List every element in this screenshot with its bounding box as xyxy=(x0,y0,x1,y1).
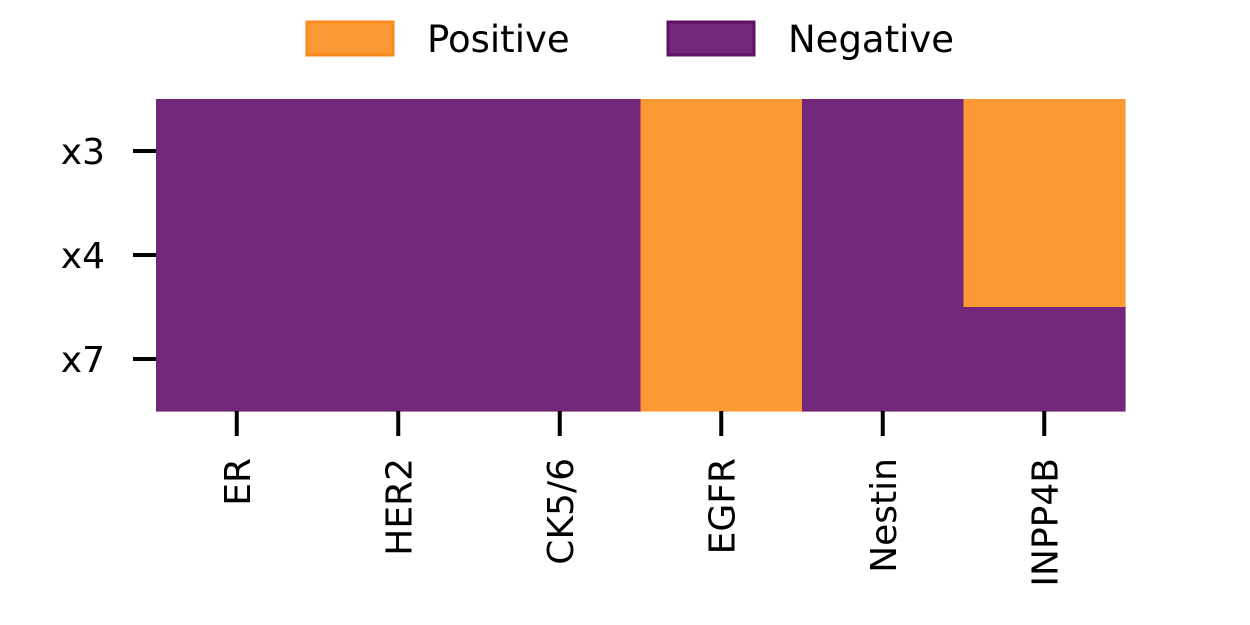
x-tick-label: EGFR xyxy=(702,458,743,554)
heatmap-cell-x7-inpp4b xyxy=(963,307,1126,412)
heatmap-cell-x3-er xyxy=(156,99,319,204)
heatmap-cell-x7-egfr xyxy=(640,307,803,412)
heatmap-cells xyxy=(156,99,1126,412)
legend: Positive Negative xyxy=(305,18,954,61)
heatmap-cell-x4-egfr xyxy=(640,203,803,308)
heatmap-cell-x3-ck5-6 xyxy=(479,99,642,204)
heatmap-cell-x7-her2 xyxy=(317,307,480,412)
x-axis: ER HER2 CK5/6 EGFR Nestin INPP4B xyxy=(218,411,1066,587)
heatmap-cell-x4-her2 xyxy=(317,203,480,308)
heatmap-cell-x7-nestin xyxy=(802,307,965,412)
heatmap-cell-x4-inpp4b xyxy=(963,203,1126,308)
heatmap-cell-x4-ck5-6 xyxy=(479,203,642,308)
legend-label-negative: Negative xyxy=(788,18,954,61)
x-tick-label: Nestin xyxy=(864,458,905,573)
legend-swatch-negative xyxy=(666,20,756,57)
y-tick-label: x3 xyxy=(61,132,105,173)
x-tick-label: INPP4B xyxy=(1025,458,1066,587)
heatmap-cell-x3-egfr xyxy=(640,99,803,204)
heatmap-cell-x3-nestin xyxy=(802,99,965,204)
y-tick-label: x4 xyxy=(61,236,105,277)
heatmap-cell-x3-her2 xyxy=(317,99,480,204)
heatmap-cell-x3-inpp4b xyxy=(963,99,1126,204)
x-tick-label: ER xyxy=(218,458,259,506)
legend-swatch-positive xyxy=(305,20,395,57)
x-tick-label: HER2 xyxy=(379,458,420,556)
heatmap-cell-x7-ck5-6 xyxy=(479,307,642,412)
x-tick-label: CK5/6 xyxy=(541,458,582,565)
legend-label-positive: Positive xyxy=(427,18,570,61)
heatmap-cell-x4-nestin xyxy=(802,203,965,308)
heatmap-cell-x4-er xyxy=(156,203,319,308)
y-axis: x3 x4 x7 xyxy=(61,132,156,381)
y-tick-label: x7 xyxy=(61,340,105,381)
heatmap-cell-x7-er xyxy=(156,307,319,412)
